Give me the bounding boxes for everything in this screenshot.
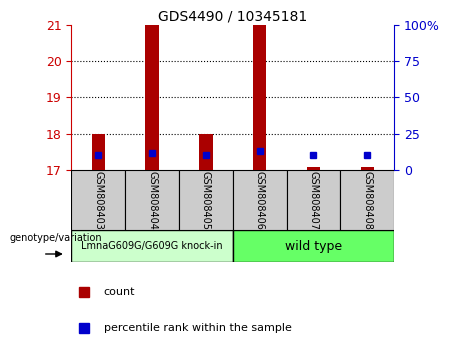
Text: GSM808407: GSM808407	[308, 171, 319, 229]
FancyBboxPatch shape	[179, 170, 233, 230]
Bar	[145, 25, 159, 170]
Text: genotype/variation: genotype/variation	[9, 233, 102, 243]
Text: count: count	[104, 287, 135, 297]
Bar	[92, 133, 105, 170]
Text: GSM808403: GSM808403	[93, 171, 103, 229]
Bar	[361, 167, 374, 170]
FancyBboxPatch shape	[71, 170, 125, 230]
Text: GSM808406: GSM808406	[254, 171, 265, 229]
Title: GDS4490 / 10345181: GDS4490 / 10345181	[158, 10, 307, 24]
Text: GSM808405: GSM808405	[201, 171, 211, 229]
Text: GSM808404: GSM808404	[147, 171, 157, 229]
Text: GSM808408: GSM808408	[362, 171, 372, 229]
FancyBboxPatch shape	[125, 170, 179, 230]
FancyBboxPatch shape	[71, 230, 233, 262]
Text: wild type: wild type	[285, 240, 342, 252]
FancyBboxPatch shape	[287, 170, 340, 230]
Bar	[307, 167, 320, 170]
Bar	[199, 133, 213, 170]
Text: LmnaG609G/G609G knock-in: LmnaG609G/G609G knock-in	[81, 241, 223, 251]
Text: percentile rank within the sample: percentile rank within the sample	[104, 322, 292, 333]
FancyBboxPatch shape	[340, 170, 394, 230]
FancyBboxPatch shape	[233, 170, 287, 230]
Bar	[253, 25, 266, 170]
FancyBboxPatch shape	[233, 230, 394, 262]
